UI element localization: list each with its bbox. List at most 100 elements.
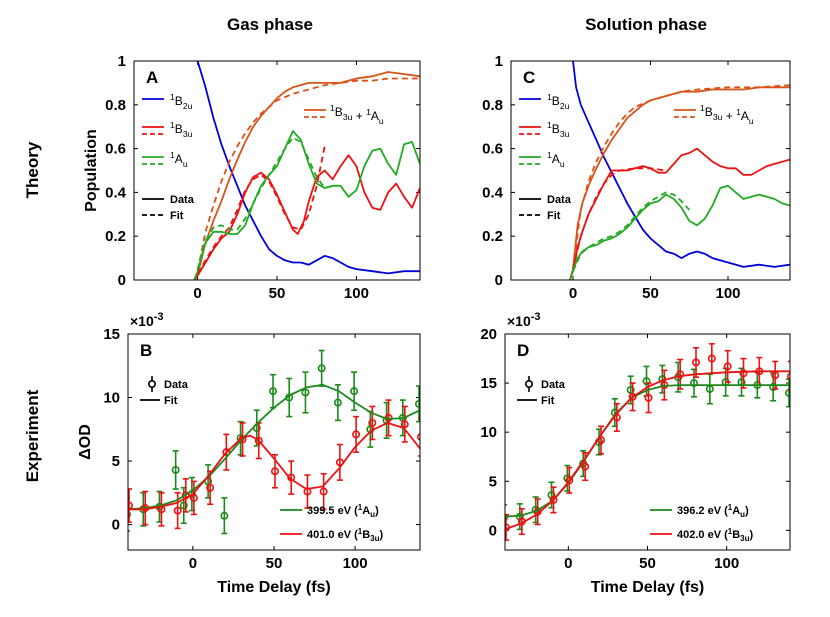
y-tick-label: 0.2 <box>482 228 503 245</box>
panel-label: B <box>140 341 152 360</box>
panel-a: 0 50 10000.20.40.60.81APopulation1B2u1B3u1… <box>83 53 421 302</box>
legend-data-label: Data <box>164 379 189 391</box>
y-tick-label: 15 <box>480 375 497 392</box>
plot-area <box>505 343 790 541</box>
panel-d: 0 50 100 0 5 10 15 20 D Time Delay (fs) ×10-3 Data F… <box>480 311 791 596</box>
x-tick-label: 50 <box>642 285 659 302</box>
y-tick-label: 0.6 <box>482 141 503 158</box>
y-tick-label: 1 <box>118 53 126 70</box>
data-point <box>368 418 377 427</box>
series-1b3u-1au-line <box>569 86 790 280</box>
column-title-solution: Solution phase <box>585 15 707 34</box>
series-1au-line <box>193 130 420 280</box>
data-point <box>352 430 361 439</box>
series-1b3u-1au-line <box>193 71 420 280</box>
series-401-0-ev-fit-line <box>128 422 420 511</box>
x-axis-label: Time Delay (fs) <box>217 579 331 596</box>
series-1b2u-line <box>196 61 420 275</box>
legend-data-label: Data <box>170 194 195 206</box>
legend-fit-label: Fit <box>547 210 561 222</box>
legend-data-label: Data <box>547 194 572 206</box>
series-1b3u-line <box>569 147 790 280</box>
y-tick-label: 20 <box>480 326 497 343</box>
series-1b3u-fit-line <box>572 167 667 270</box>
data-point <box>723 362 732 371</box>
data-point <box>222 448 231 457</box>
x-axis-label: Time Delay (fs) <box>591 579 705 596</box>
y-tick-label: 0.4 <box>482 184 504 201</box>
panel-b: 0 50 100 0 5 10 15 B ΔOD Time Delay (fs) ×10-3 Data… <box>77 311 421 596</box>
data-point <box>400 420 409 429</box>
legend: Data Fit 399.5 eV (1Au) 401.0 eV (1B3u) <box>140 376 384 543</box>
x-tick-label: 100 <box>715 285 740 302</box>
x-tick-label: 50 <box>266 555 283 572</box>
series-1au-fit-line <box>572 191 690 272</box>
legend: Data Fit 396.2 eV (1Au) 402.0 eV (1B3u) <box>517 376 754 543</box>
series-399-5-ev-fit-line <box>128 383 420 511</box>
legend-label: 1Au <box>547 150 565 169</box>
data-point <box>417 433 420 441</box>
x-tick-label: 100 <box>714 555 739 572</box>
data-point <box>173 506 182 515</box>
panel-c: 0 50 100 0 0.2 0.4 0.6 0.8 1 C 1B2u 1B3u 1Au 1B3u + 1… <box>482 53 791 302</box>
legend-label: 1B2u <box>170 92 193 111</box>
legend-label: 1B3u + 1Au <box>330 103 384 126</box>
data-point <box>319 487 328 496</box>
legend-fit-label: Fit <box>541 395 555 407</box>
y-tick-label: 0.4 <box>105 184 127 201</box>
data-point <box>268 387 277 396</box>
series-1au-line <box>569 184 790 280</box>
y-tick-label: 1 <box>495 53 503 70</box>
data-point <box>220 511 229 520</box>
data-point <box>565 476 574 485</box>
series-1b3u-fit-line <box>196 146 326 274</box>
legend-series-label: 402.0 eV (1B3u) <box>677 527 754 543</box>
data-point <box>171 465 180 474</box>
data-point <box>179 501 188 510</box>
plot-area <box>128 349 420 535</box>
legend-series-label: 401.0 eV (1B3u) <box>307 527 384 543</box>
y-tick-label: 10 <box>480 424 497 441</box>
y-tick-label: 15 <box>103 326 120 343</box>
data-point <box>505 513 508 522</box>
legend: 1B2u 1B3u 1Au 1B3u + 1Au Data Fit <box>142 92 384 222</box>
data-point <box>549 495 558 504</box>
y-tick-label: 0.8 <box>105 97 126 114</box>
data-point <box>287 473 296 482</box>
legend-label: 1B2u <box>547 92 570 111</box>
data-point <box>128 510 131 519</box>
y-tick-label: 0 <box>495 272 503 289</box>
data-point <box>707 354 716 363</box>
axes-frame <box>127 333 421 551</box>
data-point <box>206 483 215 492</box>
y-tick-label: 0.2 <box>105 228 126 245</box>
x-tick-label: 100 <box>344 285 369 302</box>
data-point <box>415 399 420 408</box>
x-tick-label: 0 <box>569 285 577 302</box>
y-tick-label: 5 <box>112 453 120 470</box>
series-1b3u-1au-fit-line <box>572 84 790 270</box>
x-tick-label: 0 <box>189 555 197 572</box>
x-tick-label: 0 <box>193 285 201 302</box>
legend-fit-label: Fit <box>164 395 178 407</box>
panel-label: A <box>146 68 158 87</box>
data-point <box>787 372 790 381</box>
data-point <box>769 383 778 392</box>
data-point <box>676 370 685 379</box>
axes-frame <box>504 333 791 551</box>
data-point <box>691 358 700 367</box>
series-1b3u-line <box>193 154 420 280</box>
x-tick-label: 100 <box>343 555 368 572</box>
legend-series-label: 396.2 eV (1Au) <box>677 503 749 519</box>
y-tick-label: 0.6 <box>105 141 126 158</box>
legend-data-label: Data <box>541 379 566 391</box>
legend-marker <box>524 379 533 388</box>
panel-label: D <box>517 341 529 360</box>
y-tick-label: 0 <box>489 522 497 539</box>
data-point <box>739 369 748 378</box>
y-tick-label: 0.8 <box>482 97 503 114</box>
series-402-0-ev-fit-line <box>505 370 790 531</box>
y-tick-label: 5 <box>489 473 497 490</box>
data-point <box>689 379 698 388</box>
